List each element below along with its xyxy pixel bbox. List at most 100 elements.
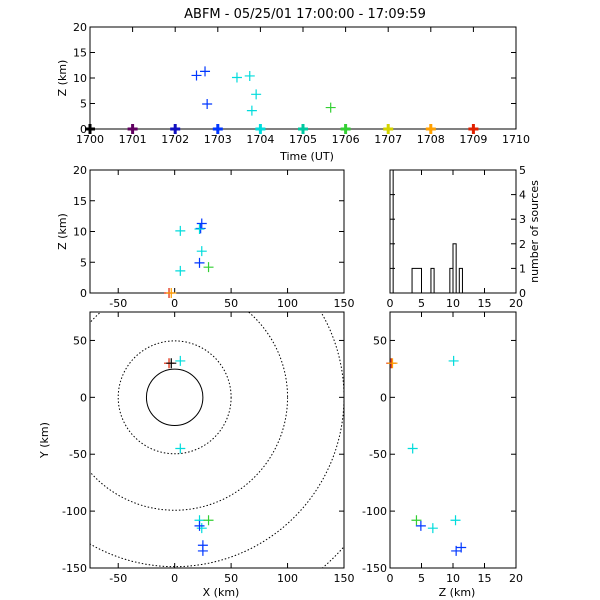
source-point: [196, 246, 207, 257]
source-point: [195, 223, 206, 234]
y-tick-label: 5: [519, 164, 526, 177]
source-point: [175, 265, 186, 276]
x-tick-label: 20: [509, 572, 523, 585]
x-tick-label: 1708: [417, 133, 445, 146]
source-point: [456, 542, 467, 553]
y-axis-label: Y (km): [38, 422, 51, 459]
histogram-bar: [430, 267, 435, 294]
source-point: [246, 105, 257, 116]
y-tick-label: 5: [80, 256, 87, 269]
source-point: [166, 288, 177, 298]
x-tick-label: -50: [109, 572, 127, 585]
source-point: [200, 66, 211, 77]
range-ring: [145, 368, 204, 427]
histogram-bar: [411, 267, 422, 294]
x-tick-label: 1710: [502, 133, 530, 146]
time-marker: [340, 124, 351, 134]
time-marker: [468, 124, 479, 134]
xz-panel: -50 0 50 100 150 0 5 10 15 20 Z (km): [56, 164, 355, 310]
y-tick-label: -150: [62, 562, 87, 575]
x-tick-label: 1704: [246, 133, 274, 146]
source-point: [448, 355, 459, 366]
source-point: [427, 523, 438, 534]
x-tick-label: 1706: [332, 133, 360, 146]
source-point: [244, 70, 255, 81]
y-tick-label: -100: [362, 505, 387, 518]
time-marker: [170, 124, 181, 134]
x-tick-label: 100: [277, 572, 298, 585]
x-tick-label: 50: [224, 297, 238, 310]
y-tick-label: 4: [519, 189, 526, 202]
y-tick-label: 2: [519, 238, 526, 251]
x-tick-label: 10: [446, 297, 460, 310]
x-tick-label: 20: [509, 297, 523, 310]
x-tick-label: 1705: [289, 133, 317, 146]
y-tick-label: 0: [80, 287, 87, 300]
y-tick-label: 10: [73, 72, 87, 85]
time-marker: [255, 124, 266, 134]
time-marker: [425, 124, 436, 134]
zy-panel: 0 5 10 15 20 -150 -100 -50 0 50 Z (km): [362, 311, 523, 599]
source-point: [407, 443, 418, 454]
source-point: [411, 515, 422, 526]
time-marker: [85, 124, 95, 134]
x-tick-label: 150: [334, 297, 355, 310]
y-tick-label: 0: [380, 391, 387, 404]
x-tick-label: 15: [478, 297, 492, 310]
x-tick-label: 0: [171, 572, 178, 585]
source-point: [231, 72, 242, 83]
time-marker: [383, 124, 394, 134]
y-tick-label: 10: [73, 226, 87, 239]
source-point: [166, 358, 177, 369]
y-tick-label: 0: [80, 123, 87, 136]
range-rings: [90, 312, 344, 568]
y-tick-label: -150: [362, 562, 387, 575]
x-tick-label: 1709: [459, 133, 487, 146]
x-axis-label: X (km): [203, 586, 240, 599]
x-tick-label: 1702: [161, 133, 189, 146]
source-point: [415, 520, 426, 531]
y-axis-label: Z (km): [56, 213, 69, 250]
y-tick-label: 0: [80, 391, 87, 404]
range-ring: [90, 312, 344, 568]
plot-frame: [89, 169, 345, 294]
plot-frame: [89, 26, 517, 130]
source-point: [203, 262, 214, 273]
x-tick-label: 15: [478, 572, 492, 585]
source-point: [197, 545, 208, 556]
x-tick-label: 50: [224, 572, 238, 585]
x-tick-label: 150: [334, 572, 355, 585]
time-marker: [127, 124, 138, 134]
y-tick-label: 15: [73, 47, 87, 60]
x-tick-label: 1701: [119, 133, 147, 146]
source-point: [450, 515, 461, 526]
source-point: [202, 99, 213, 110]
range-ring: [117, 340, 232, 455]
source-point: [194, 520, 205, 531]
time-marker: [212, 124, 223, 134]
source-point: [175, 355, 186, 366]
y-tick-label: -100: [62, 505, 87, 518]
plot-frame: [89, 311, 345, 569]
source-point: [191, 70, 202, 81]
source-point: [175, 225, 186, 236]
y-tick-label: 5: [80, 98, 87, 111]
x-tick-label: 1703: [204, 133, 232, 146]
x-tick-label: -50: [109, 297, 127, 310]
histogram-bar: [389, 169, 394, 294]
time-height-panel: 1700 1701 1702 1703 1704 1705 1706 1707 1708 1709…: [56, 21, 530, 163]
y-tick-label: 50: [373, 334, 387, 347]
x-tick-label: 0: [387, 297, 394, 310]
plot-frame: [389, 311, 517, 569]
x-tick-label: 100: [277, 297, 298, 310]
y-tick-label: 3: [519, 213, 526, 226]
y-axis-label: Z (km): [56, 60, 69, 97]
y-tick-label: 50: [73, 334, 87, 347]
source-point: [194, 224, 205, 235]
source-point: [196, 218, 207, 229]
source-point: [175, 443, 186, 454]
y-tick-label: 1: [519, 262, 526, 275]
x-axis-label: Z (km): [439, 586, 476, 599]
